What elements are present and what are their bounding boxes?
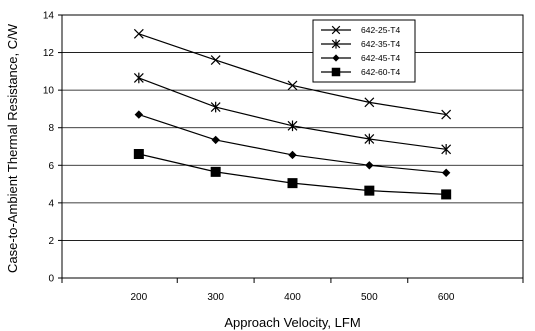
x-tick-label: 300 xyxy=(207,292,224,303)
series-line xyxy=(138,153,447,196)
data-point xyxy=(287,80,298,91)
grid-lines xyxy=(62,52,523,241)
data-point xyxy=(364,133,375,145)
data-point xyxy=(133,72,144,84)
series-642-60-T4 xyxy=(133,149,452,200)
x-tick-label: 200 xyxy=(130,292,147,303)
data-point xyxy=(364,97,375,108)
data-point xyxy=(365,161,374,170)
data-point xyxy=(210,101,221,113)
data-point xyxy=(133,149,144,160)
data-point xyxy=(134,110,144,119)
legend-item: 642-25-T4 xyxy=(321,25,400,35)
plot-frame xyxy=(61,14,524,279)
series-642-45-T4 xyxy=(134,110,451,177)
data-point xyxy=(287,178,298,189)
x-tick-label: 500 xyxy=(361,292,378,303)
legend-item: 642-35-T4 xyxy=(321,39,400,49)
y-tick-label: 12 xyxy=(43,48,55,59)
data-point xyxy=(287,120,298,132)
data-point xyxy=(288,150,297,160)
data-point xyxy=(211,135,220,145)
legend-item: 642-45-T4 xyxy=(321,53,400,63)
y-tick-label: 8 xyxy=(48,123,54,134)
legend-label: 642-45-T4 xyxy=(361,53,400,63)
legend: 642-25-T4 642-35-T4 642-45-T4 642-60-T4 xyxy=(312,19,416,83)
y-tick-label: 2 xyxy=(48,236,54,247)
series-642-25-T4 xyxy=(133,28,452,120)
legend-item: 642-60-T4 xyxy=(321,67,400,77)
y-tick-label: 0 xyxy=(48,274,54,285)
data-point xyxy=(332,54,340,62)
x-tick-label: 600 xyxy=(438,292,455,303)
y-tick-label: 14 xyxy=(43,11,55,22)
axes xyxy=(58,14,524,283)
y-tick-label: 6 xyxy=(48,161,54,172)
data-point xyxy=(133,28,144,39)
data-point xyxy=(210,166,221,177)
series-line xyxy=(138,77,447,150)
y-axis-title: Case-to-Ambient Thermal Resistance, C/W xyxy=(5,23,20,273)
tick-labels: 0 2 4 6 8 10 12 14 200 300 400 500 600 xyxy=(43,11,455,304)
data-point xyxy=(331,39,341,49)
y-tick-label: 10 xyxy=(43,86,55,97)
data-point xyxy=(441,168,451,177)
data-point xyxy=(364,185,375,196)
series-group xyxy=(133,28,452,200)
x-tick-label: 400 xyxy=(284,292,301,303)
series-642-35-T4 xyxy=(133,72,452,155)
data-point xyxy=(331,25,341,35)
data-point xyxy=(331,67,341,77)
y-tick-label: 4 xyxy=(48,198,54,209)
data-point xyxy=(210,55,221,66)
data-point xyxy=(441,189,452,200)
data-point xyxy=(441,144,452,155)
x-axis-title: Approach Velocity, LFM xyxy=(224,315,360,330)
legend-label: 642-60-T4 xyxy=(361,67,400,77)
data-point xyxy=(441,109,452,120)
legend-label: 642-25-T4 xyxy=(361,25,400,35)
legend-label: 642-35-T4 xyxy=(361,39,400,49)
